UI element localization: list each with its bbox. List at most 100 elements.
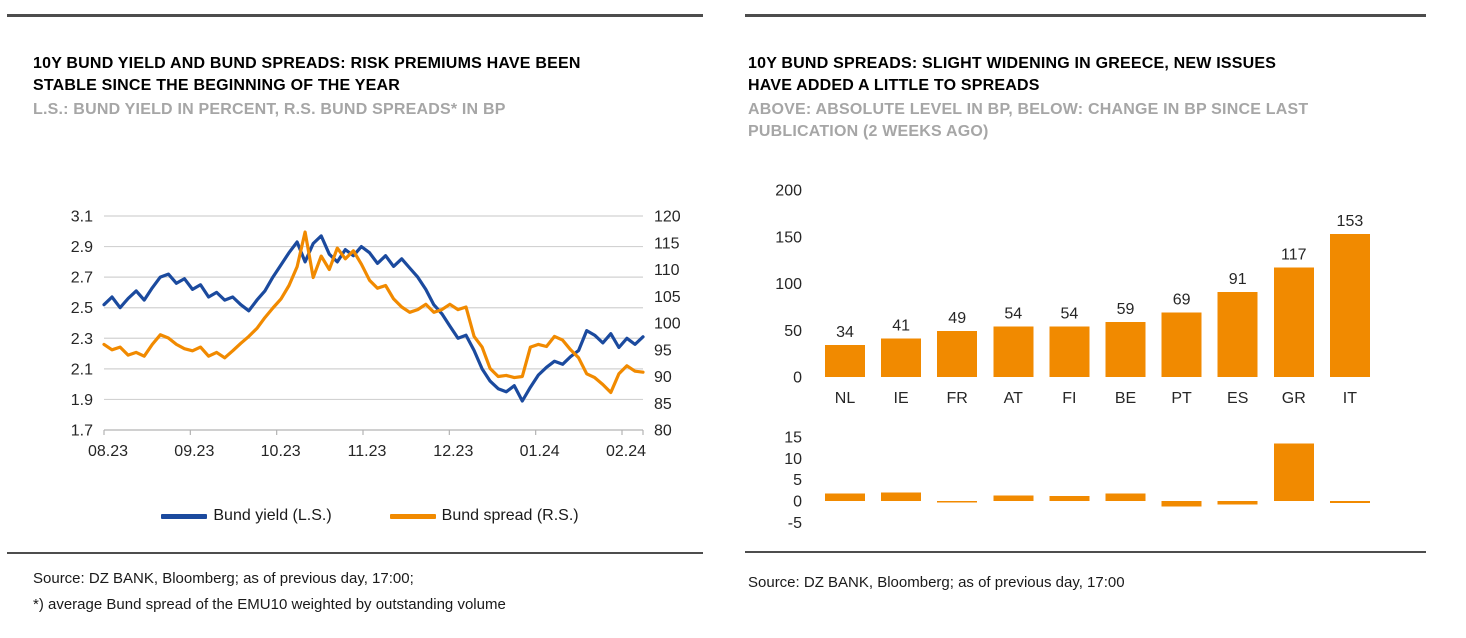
category-label: ES <box>1227 390 1248 407</box>
right-axis-tick-label: 95 <box>654 342 672 359</box>
right-chart-title-line2: HAVE ADDED A LITTLE TO SPREADS <box>748 77 1040 94</box>
left-chart-subtitle: L.S.: BUND YIELD IN PERCENT, R.S. BUND S… <box>33 101 506 118</box>
bar-value-label: 54 <box>1061 306 1079 323</box>
value-axis-tick-label: 150 <box>775 229 802 246</box>
value-axis-tick-label: 5 <box>793 472 802 489</box>
bar-value-label: 34 <box>836 324 854 341</box>
top-rule-right <box>745 14 1426 17</box>
level-bar-es <box>1217 292 1258 377</box>
bar-value-label: 69 <box>1173 292 1191 309</box>
category-label: GR <box>1282 390 1306 407</box>
category-label: FR <box>947 390 968 407</box>
bar-value-label: 41 <box>892 318 910 335</box>
value-axis-tick-label: 0 <box>793 494 802 511</box>
bar-value-label: 49 <box>948 310 966 327</box>
change-bar-pt <box>1161 501 1202 507</box>
value-axis-tick-label: 10 <box>784 451 802 468</box>
left-axis-tick-label: 2.3 <box>71 331 93 348</box>
bund-spreads-change-bar-chart: 15 10 5 0 -5 <box>784 429 1370 532</box>
left-axis-tick-label: 2.5 <box>71 300 93 317</box>
left-axis-tick-label: 2.9 <box>71 239 93 256</box>
right-chart-title-line1: 10Y BUND SPREADS: SLIGHT WIDENING IN GRE… <box>748 55 1277 72</box>
right-axis-tick-label: 85 <box>654 396 672 413</box>
level-bar-be <box>1105 321 1146 377</box>
right-axis-tick-label: 80 <box>654 423 672 440</box>
left-axis-tick-label: 2.1 <box>71 361 93 378</box>
left-source-note: Source: DZ BANK, Bloomberg; as of previo… <box>33 566 506 618</box>
change-bar-ie <box>881 492 922 501</box>
value-axis-tick-label: 200 <box>775 183 802 200</box>
category-label: BE <box>1115 390 1136 407</box>
bottom-rule-right <box>745 551 1426 553</box>
bar-value-label: 91 <box>1229 271 1247 288</box>
left-source-line2: *) average Bund spread of the EMU10 weig… <box>33 596 506 613</box>
change-bar-it <box>1329 501 1370 504</box>
bund-yield-spread-line-chart: 3.1 2.9 2.7 2.5 2.3 2.1 1.9 1.7 120 115 110 105 100 9… <box>71 209 681 461</box>
value-axis-tick-label: 50 <box>784 323 802 340</box>
bund-spread-line-swatch <box>389 513 436 519</box>
level-bar-fi <box>1049 326 1090 377</box>
right-chart-subtitle: ABOVE: ABSOLUTE LEVEL IN BP, BELOW: CHAN… <box>748 99 1308 143</box>
category-label: AT <box>1004 390 1023 407</box>
level-bar-at <box>993 326 1034 377</box>
right-axis-tick-label: 105 <box>654 289 681 306</box>
level-bar-fr <box>937 331 978 377</box>
bar-value-label: 59 <box>1117 301 1135 318</box>
value-axis-tick-label: -5 <box>788 515 802 532</box>
x-axis-tick-label: 11.23 <box>348 443 387 460</box>
left-axis-tick-label: 1.7 <box>71 423 93 440</box>
bund-yield-line <box>102 234 645 403</box>
right-axis-tick-label: 110 <box>654 262 680 279</box>
left-chart-title-line1: 10Y BUND YIELD AND BUND SPREADS: RISK PR… <box>33 55 581 72</box>
left-chart-title: 10Y BUND YIELD AND BUND SPREADS: RISK PR… <box>33 53 581 97</box>
right-chart-title: 10Y BUND SPREADS: SLIGHT WIDENING IN GRE… <box>748 53 1276 97</box>
bund-spread-line <box>102 230 645 395</box>
category-label: IE <box>894 390 909 407</box>
legend-item-bund-yield: Bund yield (L.S.) <box>161 507 332 525</box>
line-chart-legend: Bund yield (L.S.) Bund spread (R.S.) <box>30 507 710 525</box>
x-axis-tick-label: 10.23 <box>261 443 301 460</box>
left-axis-tick-label: 1.9 <box>71 392 93 409</box>
change-bar-gr <box>1273 443 1314 501</box>
right-axis-tick-label: 100 <box>654 316 681 333</box>
value-axis-tick-label: 15 <box>784 429 802 446</box>
right-axis-tick-label: 90 <box>654 369 672 386</box>
value-axis-tick-label: 0 <box>793 370 802 387</box>
category-label: NL <box>835 390 856 407</box>
bund-spreads-level-bar-chart: 200 150 100 50 0 34 NL 41 IE 49 FR 54 AT 54 FI 59 BE 69 PT… <box>775 183 1370 407</box>
level-bar-nl <box>825 345 865 377</box>
right-chart-subtitle-line1: ABOVE: ABSOLUTE LEVEL IN BP, BELOW: CHAN… <box>748 101 1309 118</box>
change-bar-es <box>1217 501 1258 505</box>
bund-yield-line-swatch <box>161 513 208 519</box>
legend-label-bund-yield: Bund yield (L.S.) <box>213 507 332 524</box>
level-bar-ie <box>881 338 922 377</box>
x-axis-tick-label: 08.23 <box>88 443 128 460</box>
right-axis-tick-label: 120 <box>654 209 681 226</box>
right-chart-subtitle-line2: PUBLICATION (2 WEEKS AGO) <box>748 123 989 140</box>
category-label: IT <box>1343 390 1357 407</box>
x-axis-tick-label: 12.23 <box>433 443 473 460</box>
level-bar-it <box>1329 234 1370 377</box>
right-source-note: Source: DZ BANK, Bloomberg; as of previo… <box>748 574 1125 591</box>
x-axis-tick-label: 01.24 <box>520 443 560 460</box>
legend-label-bund-spread: Bund spread (R.S.) <box>441 507 579 524</box>
level-bar-pt <box>1161 312 1202 377</box>
left-source-line1: Source: DZ BANK, Bloomberg; as of previo… <box>33 570 414 587</box>
change-bar-fi <box>1049 495 1090 501</box>
level-bar-gr <box>1273 267 1314 377</box>
right-axis-tick-label: 115 <box>654 235 680 252</box>
category-label: FI <box>1062 390 1076 407</box>
top-rule-left <box>7 14 703 17</box>
change-bar-nl <box>825 493 865 501</box>
bottom-rule-left <box>7 552 703 554</box>
left-chart-title-line2: STABLE SINCE THE BEGINNING OF THE YEAR <box>33 77 401 94</box>
value-axis-tick-label: 100 <box>775 276 802 293</box>
left-axis-tick-label: 2.7 <box>71 270 93 287</box>
x-axis-tick-label: 09.23 <box>174 443 214 460</box>
category-label: PT <box>1171 390 1192 407</box>
change-bar-at <box>993 495 1034 501</box>
change-bar-be <box>1105 493 1146 501</box>
x-axis-tick-label: 02.24 <box>606 443 646 460</box>
bar-value-label: 54 <box>1004 306 1022 323</box>
